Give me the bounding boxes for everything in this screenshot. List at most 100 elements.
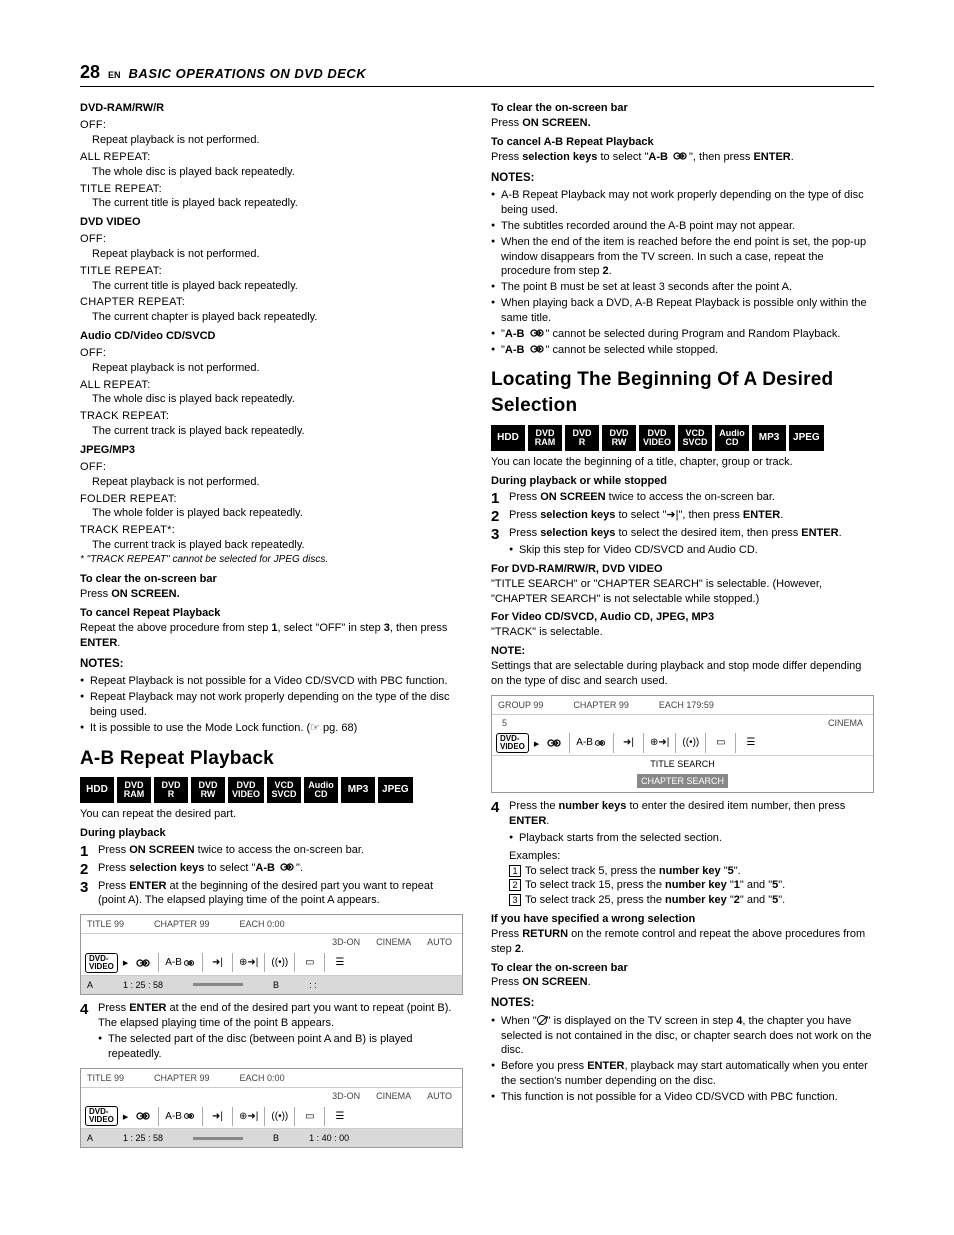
clear-osd-header: To clear the on-screen bar xyxy=(491,961,874,976)
during-header: During playback or while stopped xyxy=(491,474,874,489)
option-description: The current chapter is played back repea… xyxy=(80,310,463,325)
repeat-icon xyxy=(528,344,546,354)
footnote: * "TRACK REPEAT" cannot be selected for … xyxy=(80,553,463,567)
format-section-header: Audio CD/Video CD/SVCD xyxy=(80,329,463,344)
format-badges: HDDDVDRAMDVDRDVDRWDVDVIDEOVCDSVCDAudioCD… xyxy=(491,425,874,451)
option-label: OFF: xyxy=(80,118,463,133)
option-description: The current title is played back repeate… xyxy=(80,196,463,211)
example-row: 2To select track 15, press the number ke… xyxy=(509,878,874,893)
option-label: TRACK REPEAT: xyxy=(80,409,463,424)
option-label: OFF: xyxy=(80,460,463,475)
format-badges: HDDDVDRAMDVDRDVDRWDVDVIDEOVCDSVCDAudioCD… xyxy=(80,777,463,803)
examples-list: 1To select track 5, press the number key… xyxy=(491,864,874,909)
notes-list: When "" is displayed on the TV screen in… xyxy=(491,1014,874,1105)
chapter-search-highlight: CHAPTER SEARCH xyxy=(637,774,728,788)
example-number-icon: 2 xyxy=(509,879,521,891)
format-badge: DVDR xyxy=(565,425,599,451)
option-description: The current track is played back repeate… xyxy=(80,424,463,439)
option-description: The current title is played back repeate… xyxy=(80,279,463,294)
option-description: Repeat playback is not performed. xyxy=(80,133,463,148)
for-vcd-text: "TRACK" is selectable. xyxy=(491,625,874,640)
ab-steps: 1Press ON SCREEN twice to access the on-… xyxy=(80,843,463,908)
format-badge: DVDVIDEO xyxy=(639,425,675,451)
format-badge: DVDR xyxy=(154,777,188,803)
format-badge: DVDVIDEO xyxy=(228,777,264,803)
format-badge: VCDSVCD xyxy=(678,425,712,451)
for-vcd-header: For Video CD/SVCD, Audio CD, JPEG, MP3 xyxy=(491,610,874,625)
ab-intro: You can repeat the desired part. xyxy=(80,807,463,822)
locate-steps: 1Press ON SCREEN twice to access the on-… xyxy=(491,490,874,557)
page-header: 28 EN BASIC OPERATIONS ON DVD DECK xyxy=(80,60,874,87)
note-text: Settings that are selectable during play… xyxy=(491,659,874,689)
cancel-repeat-text: Repeat the above procedure from step 1, … xyxy=(80,621,463,651)
format-badge: MP3 xyxy=(341,777,375,803)
format-section-header: DVD VIDEO xyxy=(80,215,463,230)
format-badge: JPEG xyxy=(789,425,824,451)
option-label: FOLDER REPEAT: xyxy=(80,492,463,507)
format-badge: AudioCD xyxy=(715,425,749,451)
osd-display-2: TITLE 99CHAPTER 99EACH 0:00 3D-ONCINEMAA… xyxy=(80,1068,463,1148)
dvd-video-icon: DVD-VIDEO xyxy=(496,733,529,753)
notes-header: NOTES: xyxy=(491,996,874,1012)
cancel-ab-header: To cancel A-B Repeat Playback xyxy=(491,135,874,150)
during-playback-header: During playback xyxy=(80,826,463,841)
note-item: It is possible to use the Mode Lock func… xyxy=(80,721,463,736)
osd-display-3: GROUP 99CHAPTER 99EACH 179:59 5CINEMA DV… xyxy=(491,695,874,794)
format-badge: HDD xyxy=(80,777,114,803)
option-description: The whole disc is played back repeatedly… xyxy=(80,165,463,180)
locate-heading: Locating The Beginning Of A Desired Sele… xyxy=(491,367,874,418)
clear-osd-text: Press ON SCREEN. xyxy=(491,116,874,131)
format-badge: HDD xyxy=(491,425,525,451)
example-number-icon: 1 xyxy=(509,865,521,877)
ab-steps-4: 4Press ENTER at the end of the desired p… xyxy=(80,1001,463,1062)
repeat-icon xyxy=(278,862,296,872)
cancel-ab-text: Press selection keys to select "A-B ", t… xyxy=(491,150,874,165)
ab-repeat-heading: A-B Repeat Playback xyxy=(80,746,463,772)
locate-intro: You can locate the beginning of a title,… xyxy=(491,455,874,470)
notes-header: NOTES: xyxy=(491,171,874,187)
for-dvd-header: For DVD-RAM/RW/R, DVD VIDEO xyxy=(491,562,874,577)
examples-header: Examples: xyxy=(491,849,874,864)
locate-step-4: 4Press the number keys to enter the desi… xyxy=(491,799,874,846)
repeat-icon xyxy=(671,151,689,161)
wrong-selection-text: Press RETURN on the remote control and r… xyxy=(491,927,874,957)
prohibit-icon xyxy=(537,1015,547,1025)
dvd-video-icon: DVD-VIDEO xyxy=(85,953,118,973)
clear-osd-header: To clear the on-screen bar xyxy=(80,572,463,587)
format-badge: DVDRAM xyxy=(528,425,562,451)
cancel-repeat-header: To cancel Repeat Playback xyxy=(80,606,463,621)
option-description: The current track is played back repeate… xyxy=(80,538,463,553)
option-label: OFF: xyxy=(80,232,463,247)
format-section-header: JPEG/MP3 xyxy=(80,443,463,458)
note-header: NOTE: xyxy=(491,644,874,659)
option-description: Repeat playback is not performed. xyxy=(80,361,463,376)
page-title: BASIC OPERATIONS ON DVD DECK xyxy=(129,65,367,83)
notes-header: NOTES: xyxy=(80,657,463,673)
osd-display-1: TITLE 99CHAPTER 99EACH 0:00 3D-ONCINEMAA… xyxy=(80,914,463,994)
option-label: TITLE REPEAT: xyxy=(80,264,463,279)
option-label: TITLE REPEAT: xyxy=(80,182,463,197)
clear-osd-header: To clear the on-screen bar xyxy=(491,101,874,116)
format-badge: DVDRAM xyxy=(117,777,151,803)
note-item: Repeat Playback may not work properly de… xyxy=(80,690,463,720)
example-row: 3To select track 25, press the number ke… xyxy=(509,893,874,908)
option-label: CHAPTER REPEAT: xyxy=(80,295,463,310)
dvd-video-icon: DVD-VIDEO xyxy=(85,1106,118,1126)
option-description: Repeat playback is not performed. xyxy=(80,475,463,490)
for-dvd-text: "TITLE SEARCH" or "CHAPTER SEARCH" is se… xyxy=(491,577,874,607)
option-label: ALL REPEAT: xyxy=(80,150,463,165)
format-badge: DVDRW xyxy=(602,425,636,451)
note-item: Repeat Playback is not possible for a Vi… xyxy=(80,674,463,689)
option-description: Repeat playback is not performed. xyxy=(80,247,463,262)
repeat-icon xyxy=(528,328,546,338)
right-column: To clear the on-screen bar Press ON SCRE… xyxy=(491,97,874,1154)
clear-osd-text: Press ON SCREEN. xyxy=(491,975,874,990)
option-label: ALL REPEAT: xyxy=(80,378,463,393)
notes-list: Repeat Playback is not possible for a Vi… xyxy=(80,674,463,735)
page-number: 28 xyxy=(80,60,100,84)
format-section-header: DVD-RAM/RW/R xyxy=(80,101,463,116)
option-description: The whole folder is played back repeated… xyxy=(80,506,463,521)
format-badge: VCDSVCD xyxy=(267,777,301,803)
wrong-selection-header: If you have specified a wrong selection xyxy=(491,912,874,927)
left-column: DVD-RAM/RW/ROFF:Repeat playback is not p… xyxy=(80,97,463,1154)
